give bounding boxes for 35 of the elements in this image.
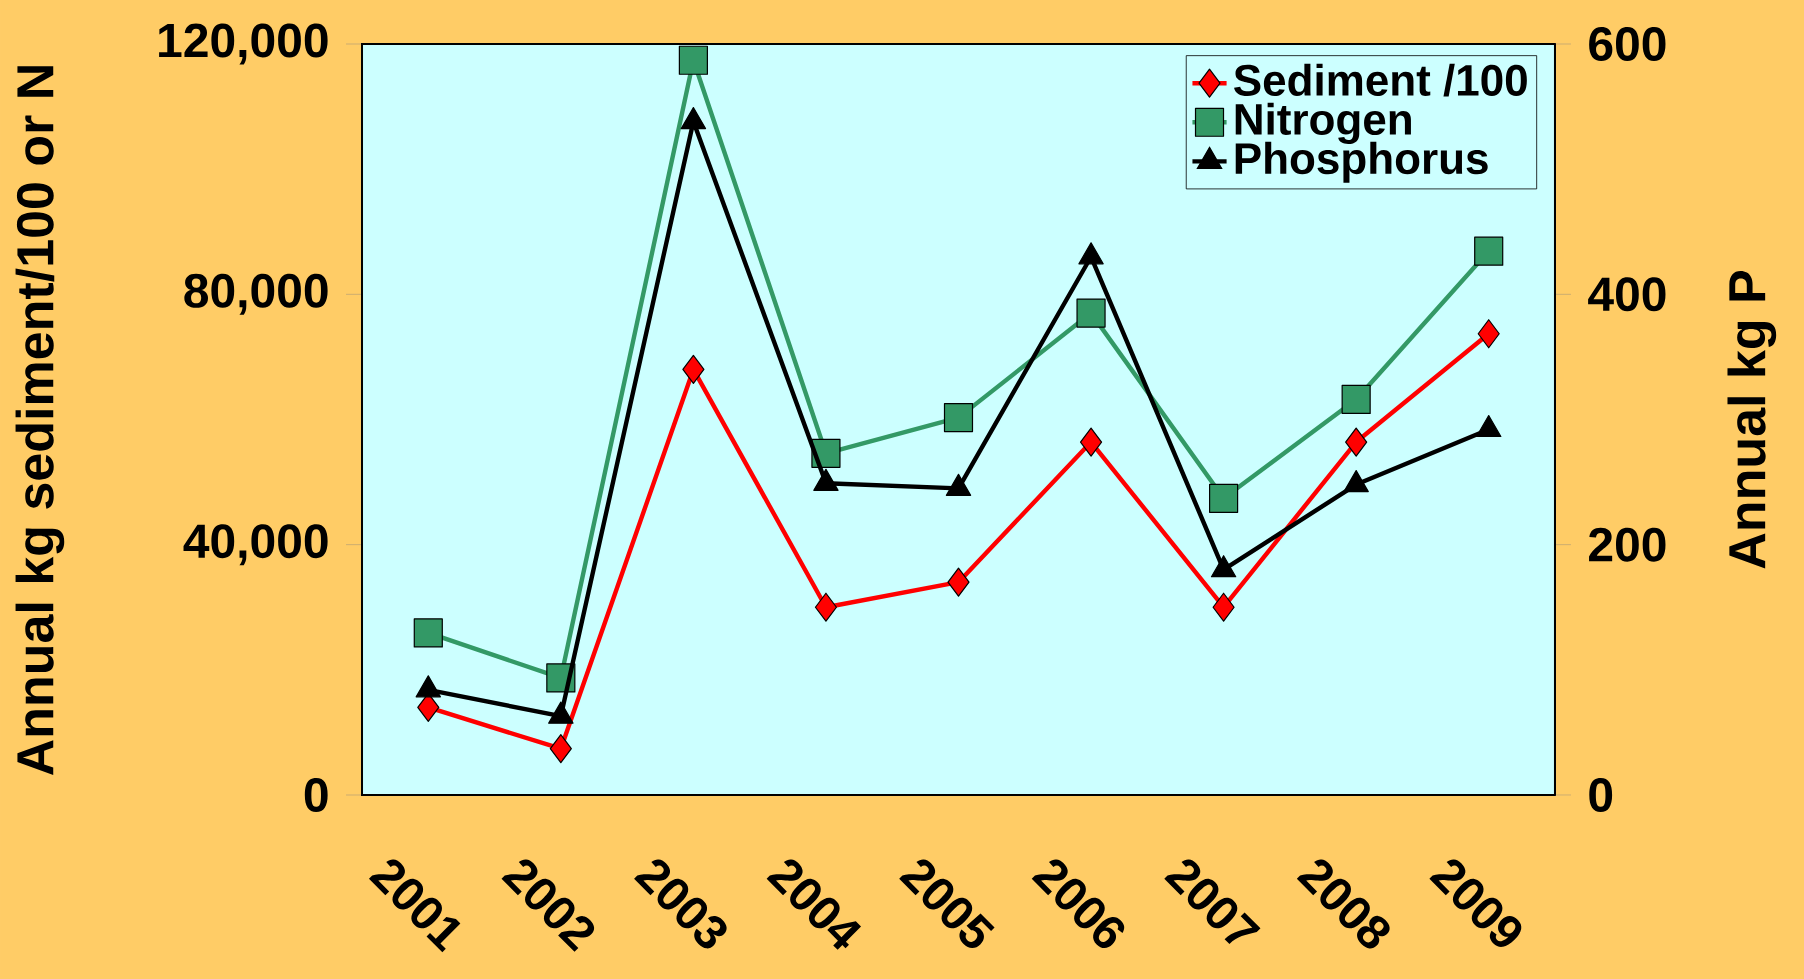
- point: [1078, 242, 1104, 265]
- point: [413, 618, 443, 648]
- point: [682, 354, 705, 385]
- y-axis-title: Annual kg sediment/100 or N: [15, 66, 65, 776]
- point: [947, 567, 970, 597]
- y-tick-label: 0: [304, 778, 328, 812]
- y2-axis-title: Annual kg P: [1727, 271, 1777, 569]
- y2-tick-label: 400: [1588, 277, 1666, 312]
- point: [548, 701, 574, 724]
- point: [1212, 592, 1235, 622]
- point: [1345, 427, 1368, 457]
- point: [1210, 555, 1237, 578]
- legend-label: Sediment /100: [1234, 63, 1527, 97]
- point: [813, 468, 839, 491]
- point: [1079, 427, 1103, 457]
- point: [1475, 414, 1502, 438]
- point: [943, 403, 974, 433]
- point: [814, 592, 838, 622]
- point: [549, 734, 572, 764]
- point: [678, 45, 708, 75]
- point: [1076, 298, 1106, 328]
- point: [1209, 483, 1239, 513]
- point: [945, 473, 972, 496]
- point: [1477, 319, 1500, 349]
- y-tick-label: 80,000: [184, 273, 328, 315]
- y-tick-label: 120,000: [159, 23, 328, 65]
- y2-tick-label: 200: [1589, 527, 1666, 562]
- point: [415, 675, 442, 698]
- point: [680, 107, 707, 130]
- point: [1343, 469, 1369, 493]
- y2-tick-label: 0: [1589, 778, 1613, 812]
- y-tick-label: 40,000: [183, 524, 328, 566]
- point: [1474, 236, 1504, 266]
- y2-tick-label: 600: [1589, 27, 1666, 61]
- point: [1341, 384, 1371, 415]
